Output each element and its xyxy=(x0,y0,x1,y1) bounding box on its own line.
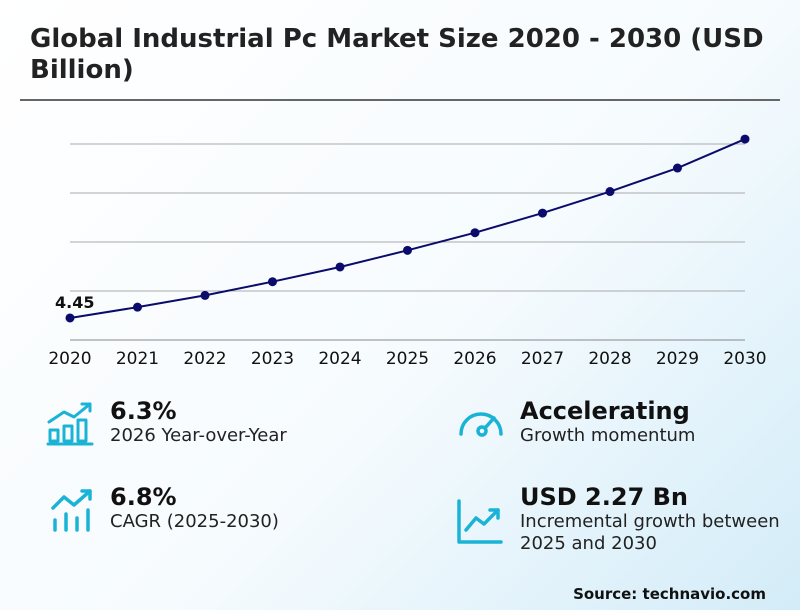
data-label: 4.45 xyxy=(55,293,94,312)
line-chart-up-icon xyxy=(457,499,503,544)
line-chart: 2020 2021 2022 2023 2024 2025 2026 2027 2028 2029… xyxy=(48,134,767,369)
data-point xyxy=(133,302,142,312)
stat-value: USD 2.27 Bn xyxy=(520,483,688,511)
x-tick-label: 2026 xyxy=(453,349,496,369)
data-point xyxy=(335,262,345,272)
stat-label: Growth momentum xyxy=(520,425,696,446)
data-point xyxy=(673,163,682,173)
data-point xyxy=(65,313,75,323)
stat-value: 6.8% xyxy=(110,483,177,511)
stat-label: CAGR (2025-2030) xyxy=(110,511,279,532)
data-point xyxy=(605,187,615,197)
stat-value: Accelerating xyxy=(520,397,690,425)
x-tick-label: 2024 xyxy=(318,349,361,369)
data-point xyxy=(403,245,412,255)
x-tick-label: 2029 xyxy=(656,349,699,369)
title-divider xyxy=(20,99,780,101)
x-tick-label: 2021 xyxy=(116,349,159,369)
data-point xyxy=(538,208,547,218)
speedometer-icon xyxy=(459,412,503,437)
x-tick-label: 2028 xyxy=(588,349,631,369)
stat-value: 6.3% xyxy=(110,397,177,425)
stat-label: Incremental growth between 2025 and 2030 xyxy=(520,511,780,554)
x-tick-label: 2025 xyxy=(386,349,429,369)
x-tick-label: 2022 xyxy=(183,349,226,369)
source-label: Source: technavio.com xyxy=(573,585,766,603)
x-tick-label: 2020 xyxy=(48,349,91,369)
x-tick-label: 2027 xyxy=(521,349,564,369)
trend-up-bars-icon xyxy=(51,489,92,532)
chart-title: Global Industrial Pc Market Size 2020 - … xyxy=(30,24,764,85)
data-point xyxy=(470,228,480,238)
x-tick-label: 2030 xyxy=(723,349,766,369)
stat-label: 2026 Year-over-Year xyxy=(110,425,287,446)
data-point xyxy=(268,277,277,287)
data-point xyxy=(200,290,210,300)
data-point xyxy=(740,134,750,144)
bar-chart-growth-icon xyxy=(46,402,94,446)
x-tick-label: 2023 xyxy=(251,349,294,369)
